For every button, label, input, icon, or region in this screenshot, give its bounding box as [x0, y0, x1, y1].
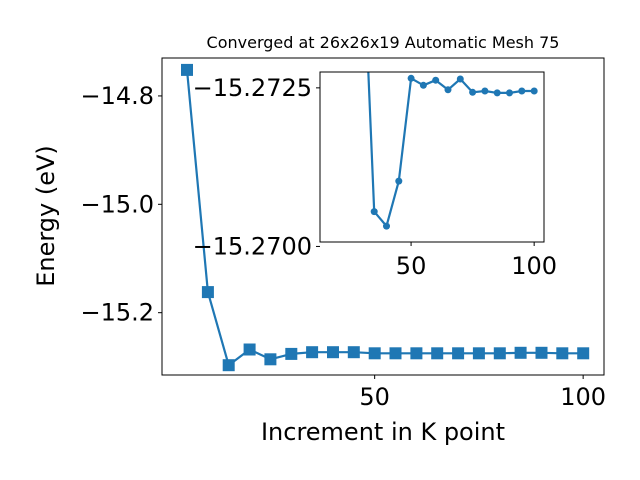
main-x-tick-label: 50 [359, 383, 390, 411]
main-y-tick-label: −15.2 [80, 299, 154, 327]
inset-data-point [456, 75, 464, 83]
inset-data-point [383, 222, 390, 230]
inset-data-point [419, 81, 427, 89]
main-y-tick-label: −14.8 [80, 82, 154, 110]
main-data-point [493, 347, 506, 360]
main-data-point [410, 347, 423, 360]
main-data-point [472, 347, 485, 360]
inset-data-point [407, 74, 415, 82]
main-data-point [201, 286, 214, 299]
main-data-point [556, 347, 569, 360]
inset-data-point [370, 208, 378, 216]
inset-x-tick-label: 50 [396, 252, 427, 280]
inset-data-point [444, 86, 452, 94]
inset-data-point [506, 89, 513, 97]
inset-y-tick-label: −15.2725 [193, 74, 312, 102]
main-data-point [431, 347, 444, 360]
main-data-point [306, 346, 319, 359]
inset-data-point [481, 87, 489, 95]
main-y-tick-label: −15.0 [80, 190, 154, 218]
inset-data-point [518, 87, 526, 95]
inset-plot-background [320, 72, 544, 242]
main-series-marker-layer [181, 63, 590, 372]
inset-data-point [493, 89, 501, 97]
inset-plot: 50 100 −15.2725 −15.2700 [193, 71, 557, 280]
main-data-point [264, 353, 277, 366]
main-data-point [285, 347, 298, 360]
main-data-point [535, 346, 548, 359]
main-data-point [347, 346, 360, 359]
main-data-point [327, 346, 339, 359]
main-data-point [222, 359, 235, 372]
inset-plot-frame [319, 71, 545, 243]
inset-data-point [432, 76, 440, 84]
main-data-point [243, 343, 256, 356]
inset-data-point [530, 87, 538, 95]
main-data-point [389, 347, 402, 360]
main-data-point [181, 63, 193, 76]
inset-x-tick-layer: 50 100 [396, 242, 557, 280]
inset-x-tick-label: 100 [511, 252, 557, 280]
inset-data-point [469, 88, 477, 96]
inset-series-marker-layer [370, 74, 538, 230]
inset-y-tick-layer: −15.2725 −15.2700 [193, 74, 320, 260]
main-y-tick-layer: −14.8 −15.0 −15.2 [80, 82, 162, 327]
main-x-tick-label: 100 [560, 383, 606, 411]
main-data-point [514, 346, 527, 359]
main-plot: 50 100 −14.8 −15.0 −15.2 Converged at 26x26… [32, 33, 606, 446]
main-data-point [577, 347, 590, 360]
inset-y-tick-label: −15.2700 [193, 232, 312, 260]
chart-title: Converged at 26x26x19 Automatic Mesh 75 [207, 33, 560, 52]
x-axis-label: Increment in K point [261, 418, 505, 446]
main-data-point [452, 347, 465, 360]
main-plot-frame [161, 57, 605, 376]
y-axis-label: Energy (eV) [32, 145, 60, 287]
main-x-tick-layer: 50 100 [359, 375, 606, 411]
inset-data-point [395, 177, 403, 185]
main-data-point [368, 347, 381, 360]
